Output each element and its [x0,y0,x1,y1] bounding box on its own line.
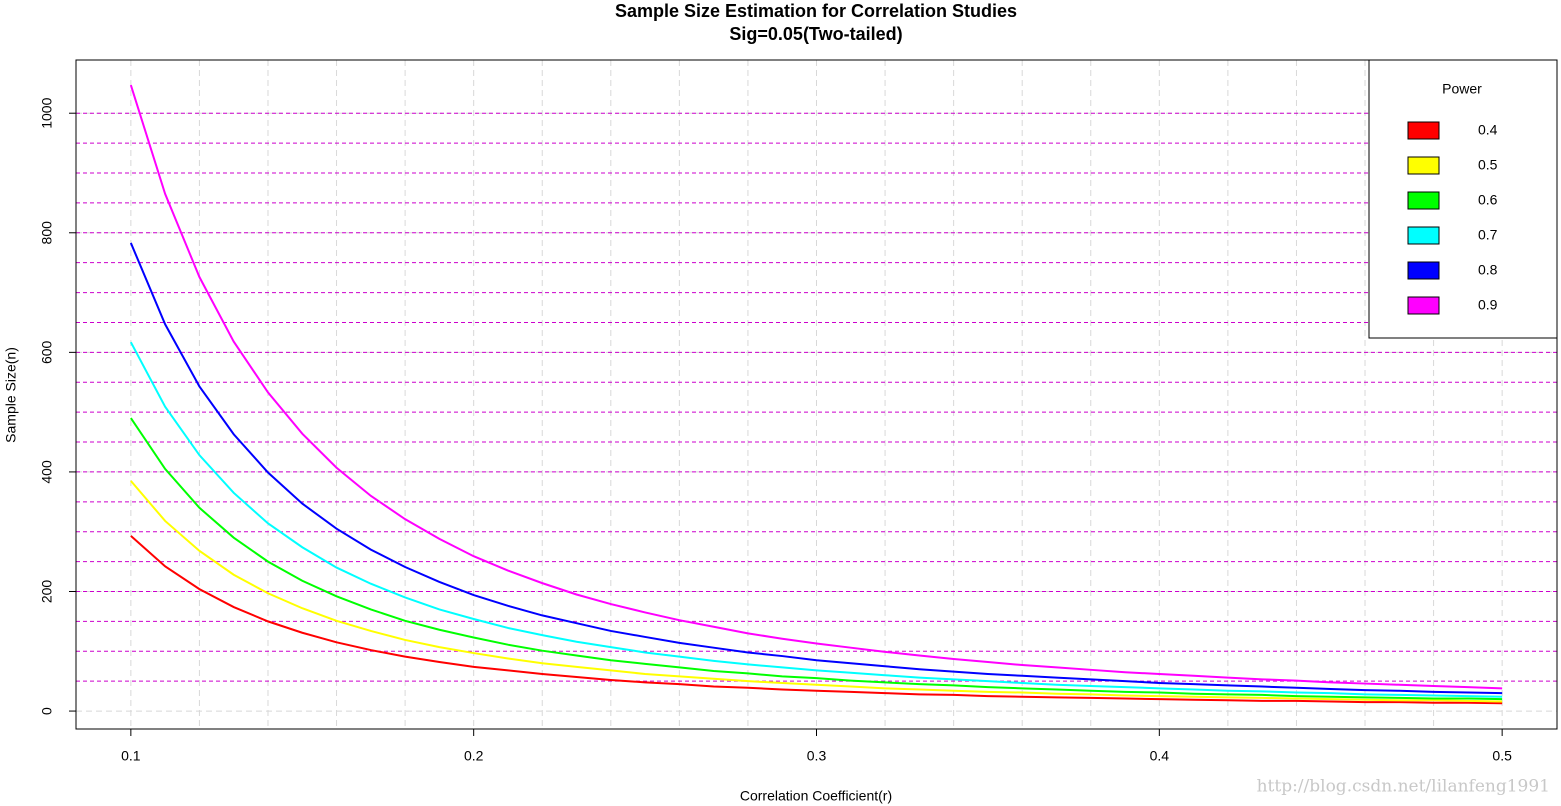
legend-swatch [1407,191,1440,210]
y-tick-label: 600 [39,340,55,364]
legend-swatch [1407,261,1440,280]
y-tick-label: 1000 [39,97,55,128]
legend-label: 0.6 [1478,192,1498,208]
legend-title: Power [1442,81,1482,97]
y-tick-label: 800 [39,221,55,245]
y-tick-label: 0 [39,707,55,715]
x-tick-label: 0.1 [121,748,141,764]
y-tick-label: 200 [39,580,55,604]
data-line [130,480,1503,703]
legend-swatch [1407,226,1440,245]
chart-title: Sample Size Estimation for Correlation S… [615,1,1017,21]
plot-frame [75,59,1558,730]
y-tick-label: 400 [39,460,55,484]
legend-swatch [1407,296,1440,315]
legend-label: 0.5 [1478,157,1498,173]
data-line [130,535,1503,705]
x-tick-label: 0.5 [1492,748,1512,764]
legend-label: 0.7 [1478,227,1498,243]
x-tick-label: 0.4 [1150,748,1170,764]
data-line [129,242,1503,695]
legend-swatch [1407,121,1440,140]
legend-box [1368,59,1558,339]
legend-label: 0.4 [1478,122,1498,138]
legend-swatch [1407,156,1440,175]
legend-label: 0.9 [1478,297,1498,313]
x-tick-label: 0.3 [807,748,827,764]
x-axis-label: Correlation Coefficient(r) [740,788,892,804]
x-tick-label: 0.2 [464,748,484,764]
watermark: http://blog.csdn.net/lilanfeng1991 [1257,777,1550,797]
data-line [130,417,1503,701]
data-line [129,84,1503,690]
legend-label: 0.8 [1478,262,1498,278]
chart-subtitle: Sig=0.05(Two-tailed) [729,24,902,44]
data-line [129,341,1503,698]
y-axis-label: Sample Size(n) [3,347,19,443]
